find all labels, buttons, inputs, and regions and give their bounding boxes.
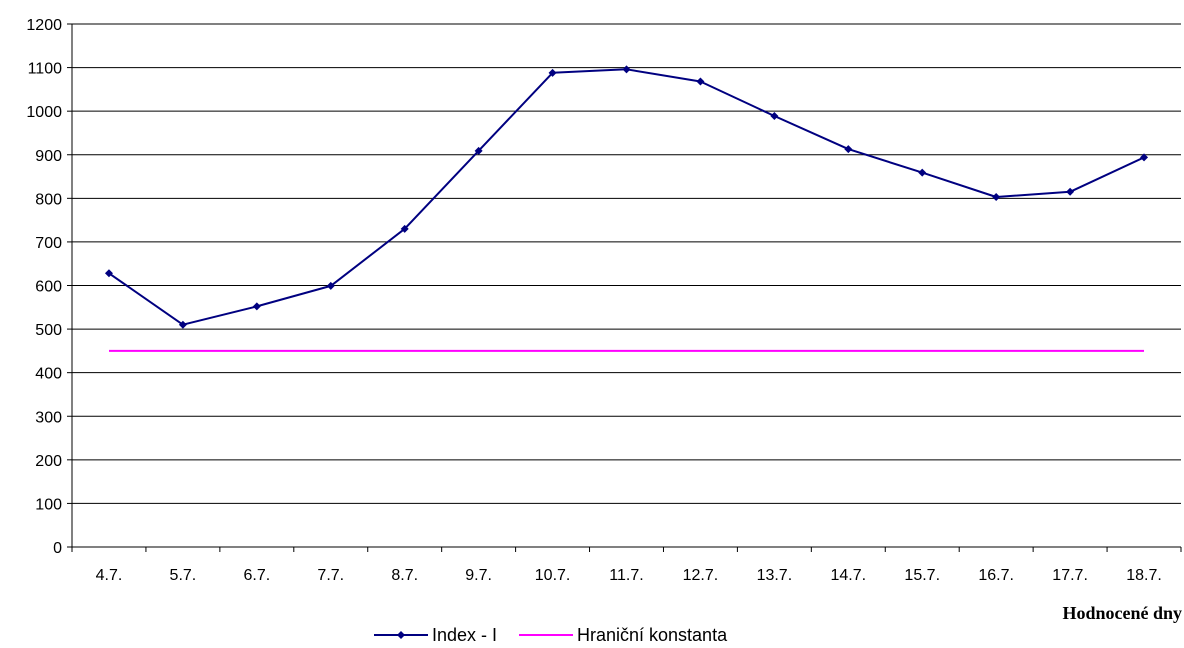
y-tick-label: 1100 <box>28 61 63 78</box>
y-tick-label: 800 <box>35 191 62 208</box>
data-point-marker <box>1140 153 1149 162</box>
y-tick-label: 400 <box>35 366 62 383</box>
y-tick-label: 500 <box>35 322 62 339</box>
data-point-marker <box>252 302 261 311</box>
x-tick-label: 7.7. <box>317 567 344 584</box>
gridlines <box>72 23 1181 504</box>
data-point-marker <box>844 145 853 154</box>
legend-marker-index <box>397 631 405 639</box>
y-axis-ticks: 0 100 200 300 400 500 600 700 800 900 1000 1100 1200 <box>26 17 72 557</box>
x-axis-title: Hodnocené dny <box>1062 603 1182 623</box>
x-tick-label: 18.7. <box>1126 567 1162 584</box>
y-tick-label: 600 <box>35 279 62 296</box>
legend-item-index: Index - I <box>374 625 497 645</box>
x-tick-label: 14.7. <box>831 567 867 584</box>
x-tick-label: 6.7. <box>243 567 270 584</box>
y-tick-label: 0 <box>53 540 62 557</box>
data-point-marker <box>696 77 705 86</box>
x-tick-label: 9.7. <box>465 567 492 584</box>
x-tick-label: 16.7. <box>978 567 1014 584</box>
x-tick-label: 17.7. <box>1052 567 1088 584</box>
data-point-marker <box>918 168 927 177</box>
y-tick-label: 1000 <box>26 104 62 121</box>
data-point-marker <box>474 146 483 155</box>
y-tick-label: 700 <box>35 235 62 252</box>
data-point-marker <box>400 224 409 233</box>
data-point-marker <box>770 111 779 120</box>
data-point-marker <box>992 193 1001 202</box>
x-tick-label: 10.7. <box>535 567 571 584</box>
series-markers <box>104 65 1149 329</box>
x-tick-label: 4.7. <box>96 567 123 584</box>
x-tick-label: 11.7. <box>609 567 643 584</box>
x-tick-label: 8.7. <box>391 567 418 584</box>
data-point-marker <box>548 68 557 77</box>
x-tick-label: 12.7. <box>683 567 719 584</box>
y-tick-label: 100 <box>35 496 62 513</box>
y-tick-label: 900 <box>35 148 62 165</box>
x-axis-ticks: 4.7. 5.7. 6.7. 7.7. 8.7. 9.7. 10.7. 11.7. 12.7. 1… <box>71 547 1182 584</box>
data-point-marker <box>178 320 187 329</box>
series-line-index <box>108 68 1145 326</box>
legend-item-limit: Hraniční konstanta <box>519 625 728 645</box>
legend-label-index: Index - I <box>432 625 497 645</box>
data-point-marker <box>104 269 113 278</box>
x-tick-label: 5.7. <box>170 567 197 584</box>
data-point-marker <box>1066 187 1075 196</box>
data-point-marker <box>326 281 335 290</box>
legend: Index - I Hraniční konstanta <box>374 625 728 645</box>
legend-label-limit: Hraniční konstanta <box>577 625 728 645</box>
y-tick-label: 300 <box>35 409 62 426</box>
data-point-marker <box>622 65 631 74</box>
x-tick-label: 15.7. <box>904 567 940 584</box>
y-tick-label: 1200 <box>26 17 62 34</box>
y-tick-label: 200 <box>35 453 62 470</box>
x-tick-label: 13.7. <box>757 567 793 584</box>
